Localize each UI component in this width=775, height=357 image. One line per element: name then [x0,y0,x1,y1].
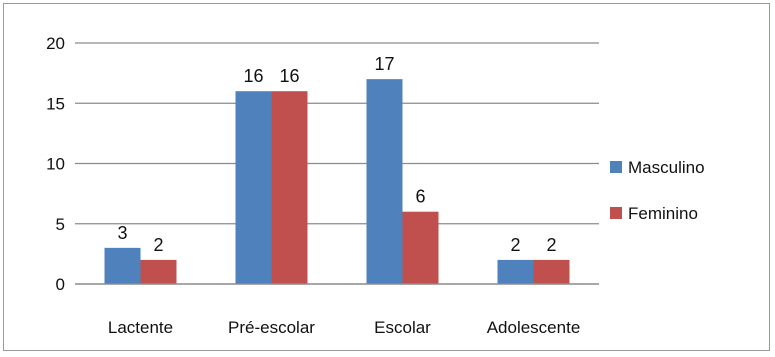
category-label: Pré-escolar [228,318,315,337]
legend: Masculino Feminino [610,158,705,223]
bar-feminino-2 [402,211,439,284]
legend-label-masculino: Masculino [628,158,705,177]
legend-swatch-feminino [610,207,622,219]
data-label: 6 [415,187,425,207]
bar-feminino-1 [271,91,308,284]
legend-label-feminino: Feminino [628,204,698,223]
y-tick-label: 20 [46,34,65,53]
legend-swatch-masculino [610,161,622,173]
data-label: 2 [153,235,163,255]
y-tick-label: 0 [56,275,65,294]
data-label: 16 [279,66,299,86]
gridlines [75,42,599,225]
category-label: Escolar [374,318,431,337]
data-label: 3 [117,223,127,243]
chart-frame: 0 5 10 15 20 3 2 16 16 17 6 2 2 Lactente Pré-escolar… [3,3,770,351]
bar-masculino-2 [366,79,403,285]
y-tick-label: 5 [56,215,65,234]
data-labels: 3 2 16 16 17 6 2 2 [117,54,556,255]
bars [104,79,570,285]
data-label: 2 [546,235,556,255]
bar-masculino-3 [497,259,534,284]
y-axis-ticks: 0 5 10 15 20 [46,34,65,294]
bar-feminino-3 [533,259,570,284]
bar-masculino-0 [104,247,141,284]
bar-feminino-0 [140,259,177,284]
bar-chart: 0 5 10 15 20 3 2 16 16 17 6 2 2 Lactente Pré-escolar… [46,34,705,337]
y-tick-label: 15 [46,94,65,113]
data-label: 2 [510,235,520,255]
category-label: Adolescente [487,318,581,337]
y-tick-label: 10 [46,155,65,174]
bar-masculino-1 [235,91,272,284]
data-label: 16 [243,66,263,86]
x-axis-categories: Lactente Pré-escolar Escolar Adolescente [108,318,580,337]
data-label: 17 [374,54,394,74]
category-label: Lactente [108,318,173,337]
